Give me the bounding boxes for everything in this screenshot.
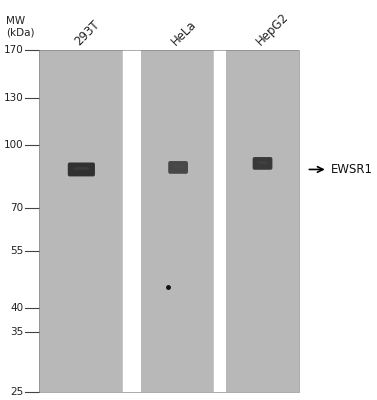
Text: 130: 130 [3,93,23,103]
Text: 35: 35 [10,327,23,337]
FancyBboxPatch shape [68,162,95,176]
Ellipse shape [257,161,268,164]
Text: 40: 40 [10,303,23,313]
Text: MW
(kDa): MW (kDa) [6,16,34,38]
Text: 70: 70 [10,203,23,213]
FancyBboxPatch shape [39,50,124,392]
FancyBboxPatch shape [141,50,215,392]
Ellipse shape [73,167,90,170]
Text: HepG2: HepG2 [253,10,291,48]
FancyBboxPatch shape [168,161,188,174]
FancyBboxPatch shape [253,157,273,170]
Ellipse shape [172,165,184,168]
Text: 170: 170 [3,45,23,55]
Text: EWSR1: EWSR1 [331,163,373,176]
Text: 55: 55 [10,246,23,256]
FancyBboxPatch shape [225,50,299,392]
Text: 293T: 293T [72,18,102,48]
Text: 100: 100 [4,140,23,150]
Text: 25: 25 [10,387,23,397]
Text: HeLa: HeLa [169,18,199,48]
